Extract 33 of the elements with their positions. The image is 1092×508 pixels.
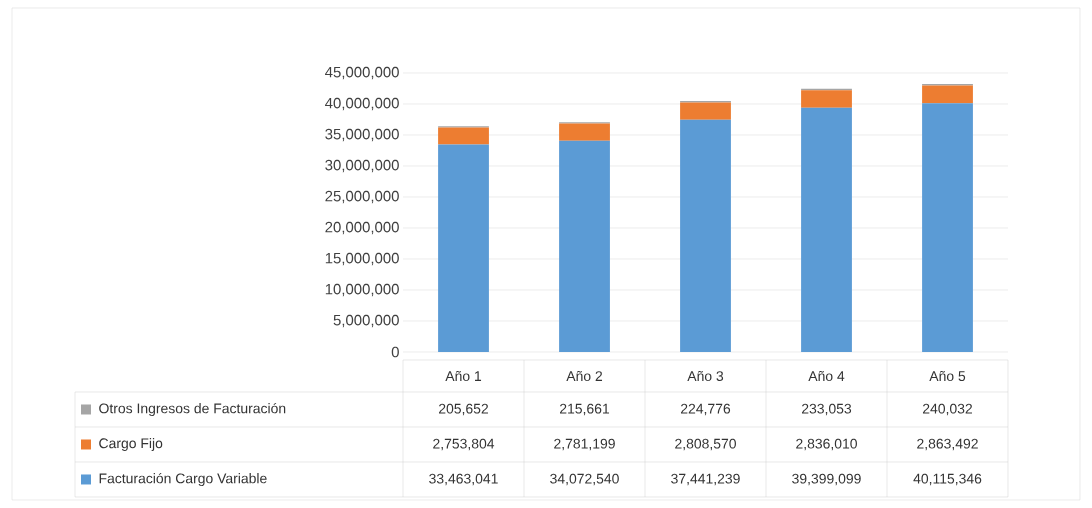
y-tick-label: 20,000,000	[325, 221, 399, 235]
y-tick-label: 40,000,000	[325, 97, 399, 111]
y-tick-label: 15,000,000	[325, 252, 399, 266]
data-label: 2,863,492	[917, 438, 978, 451]
x-tick-label: Año 5	[929, 370, 966, 382]
data-label: 40,115,346	[913, 473, 982, 486]
data-label: 233,053	[802, 403, 852, 416]
legend-label: Otros Ingresos de Facturación	[99, 402, 286, 417]
data-label: 2,808,570	[675, 438, 736, 451]
data-label: 224,776	[681, 403, 731, 416]
legend-label: Facturación Cargo Variable	[99, 472, 267, 487]
x-tick-label: Año 3	[687, 370, 724, 382]
x-tick-label: Año 1	[445, 370, 482, 382]
data-label: 34,072,540	[550, 473, 619, 486]
y-tick-label: 10,000,000	[325, 283, 399, 297]
data-label: 37,441,239	[671, 473, 740, 486]
y-tick-label: 45,000,000	[325, 66, 399, 80]
x-tick-label: Año 2	[566, 370, 603, 382]
y-tick-label: 5,000,000	[333, 314, 399, 328]
data-label: 39,399,099	[792, 473, 861, 486]
data-label: 33,463,041	[429, 473, 498, 486]
x-tick-label: Año 4	[808, 370, 845, 382]
y-tick-label: 30,000,000	[325, 159, 399, 173]
data-label: 215,661	[560, 403, 610, 416]
legend-label: Cargo Fijo	[99, 437, 163, 451]
y-tick-label: 0	[391, 346, 399, 358]
data-label: 240,032	[923, 403, 973, 416]
data-label: 2,753,804	[433, 438, 495, 451]
data-label: 2,781,199	[554, 438, 615, 451]
y-tick-label: 25,000,000	[325, 190, 399, 204]
data-label: 205,652	[439, 403, 489, 416]
data-label: 2,836,010	[796, 438, 857, 451]
y-tick-label: 35,000,000	[325, 128, 399, 142]
